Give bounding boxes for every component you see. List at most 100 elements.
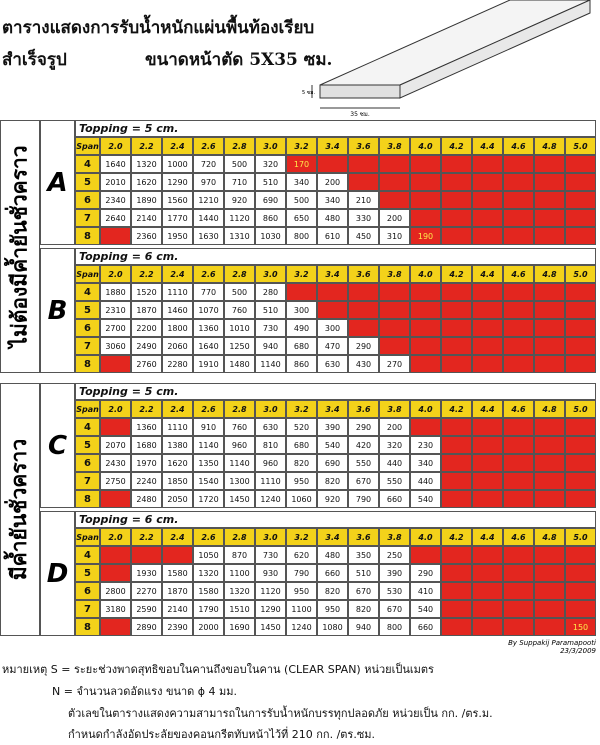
load-cell: 2480	[131, 490, 162, 508]
load-cell: 760	[224, 418, 255, 436]
no-capacity-cell	[565, 490, 596, 508]
load-cell: 230	[410, 436, 441, 454]
no-capacity-cell	[472, 191, 503, 209]
no-capacity-cell	[503, 490, 534, 508]
load-cell: 2140	[131, 209, 162, 227]
load-cell: 1240	[255, 490, 286, 508]
no-capacity-cell	[441, 564, 472, 582]
no-capacity-cell	[472, 454, 503, 472]
no-capacity-cell	[410, 337, 441, 355]
load-cell: 660	[379, 490, 410, 508]
load-cell: 790	[286, 564, 317, 582]
no-capacity-cell	[379, 283, 410, 301]
load-cell: 730	[255, 546, 286, 564]
no-capacity-cell	[441, 472, 472, 490]
note: หมายเหตุ S = ระยะช่วงพาดสุทธิขอบในคานถึง…	[2, 663, 434, 676]
no-capacity-cell	[100, 564, 131, 582]
load-cell: 920	[317, 490, 348, 508]
no-capacity-cell	[534, 418, 565, 436]
load-cell: 2270	[131, 582, 162, 600]
no-capacity-cell	[441, 301, 472, 319]
load-cell: 820	[348, 600, 379, 618]
load-cell: 320	[379, 436, 410, 454]
no-capacity-cell	[565, 209, 596, 227]
load-cell: 1110	[162, 283, 193, 301]
span-header: 2.4	[162, 137, 193, 155]
no-capacity-cell	[565, 454, 596, 472]
no-capacity-cell	[286, 283, 317, 301]
no-capacity-cell	[565, 155, 596, 173]
n-value: 5	[75, 301, 100, 319]
load-cell: 340	[317, 191, 348, 209]
span-header: 2.2	[131, 528, 162, 546]
load-cell: 1620	[131, 173, 162, 191]
no-capacity-cell	[348, 173, 379, 191]
span-header: 2.6	[193, 400, 224, 418]
span-header: 2.0	[100, 265, 131, 283]
no-capacity-cell	[441, 191, 472, 209]
no-capacity-cell	[503, 418, 534, 436]
span-header: 4.4	[472, 137, 503, 155]
no-capacity-cell	[534, 436, 565, 454]
no-capacity-cell	[348, 301, 379, 319]
span-header: 2.2	[131, 400, 162, 418]
load-cell: 340	[286, 173, 317, 191]
no-capacity-cell	[441, 209, 472, 227]
no-capacity-cell	[472, 582, 503, 600]
span-label: Span	[75, 137, 100, 155]
height-label: 5 ซม.	[302, 90, 315, 96]
topping: Topping = 5 cm.	[75, 383, 596, 400]
note: ตัวเลขในตารางแสดงความสามารถในการรับน้ำหน…	[68, 707, 493, 720]
load-cell: 1870	[162, 582, 193, 600]
load-cell: 1620	[162, 454, 193, 472]
load-cell: 800	[379, 618, 410, 636]
no-capacity-cell	[472, 283, 503, 301]
load-cell: 1240	[286, 618, 317, 636]
span-header: 2.2	[131, 265, 162, 283]
no-capacity-cell	[317, 283, 348, 301]
no-capacity-cell	[503, 301, 534, 319]
load-cell: 760	[224, 301, 255, 319]
span-header: 4.8	[534, 400, 565, 418]
load-cell: 1480	[224, 355, 255, 373]
load-cell: 300	[317, 319, 348, 337]
no-capacity-cell	[441, 337, 472, 355]
load-cell: 2590	[131, 600, 162, 618]
load-cell: 1360	[193, 319, 224, 337]
no-capacity-cell	[441, 600, 472, 618]
credit: By Suppakij Paramapooti 23/3/2009	[430, 639, 596, 655]
no-capacity-cell	[100, 355, 131, 373]
load-cell: 1250	[224, 337, 255, 355]
span-header: 3.8	[379, 137, 410, 155]
no-capacity-cell	[503, 546, 534, 564]
load-cell: 930	[255, 564, 286, 582]
load-cell: 1210	[193, 191, 224, 209]
plank-side	[399, 0, 591, 99]
load-cell: 1580	[193, 582, 224, 600]
span-header: 3.8	[379, 528, 410, 546]
n-value: 4	[75, 418, 100, 436]
width-label: 35 ซม.	[350, 111, 370, 118]
load-cell: 2060	[162, 337, 193, 355]
no-capacity-cell	[441, 436, 472, 454]
span-header: 3.4	[317, 265, 348, 283]
span-header: 4.8	[534, 265, 565, 283]
load-cell: 500	[224, 155, 255, 173]
load-cell: 310	[379, 227, 410, 245]
no-capacity-cell	[565, 173, 596, 191]
load-cell: 2360	[131, 227, 162, 245]
load-cell: 940	[255, 337, 286, 355]
load-cell: 290	[410, 564, 441, 582]
load-cell: 440	[410, 472, 441, 490]
no-capacity-cell	[441, 173, 472, 191]
group-label-text: มีค้ำยันชั่วคราว	[7, 438, 32, 581]
no-capacity-cell	[565, 546, 596, 564]
no-capacity-cell	[379, 319, 410, 337]
load-cell: 1770	[162, 209, 193, 227]
load-cell: 1290	[162, 173, 193, 191]
load-cell: 670	[348, 582, 379, 600]
no-capacity-cell	[534, 472, 565, 490]
no-capacity-cell	[472, 355, 503, 373]
load-cell: 340	[410, 454, 441, 472]
no-capacity-cell	[503, 209, 534, 227]
